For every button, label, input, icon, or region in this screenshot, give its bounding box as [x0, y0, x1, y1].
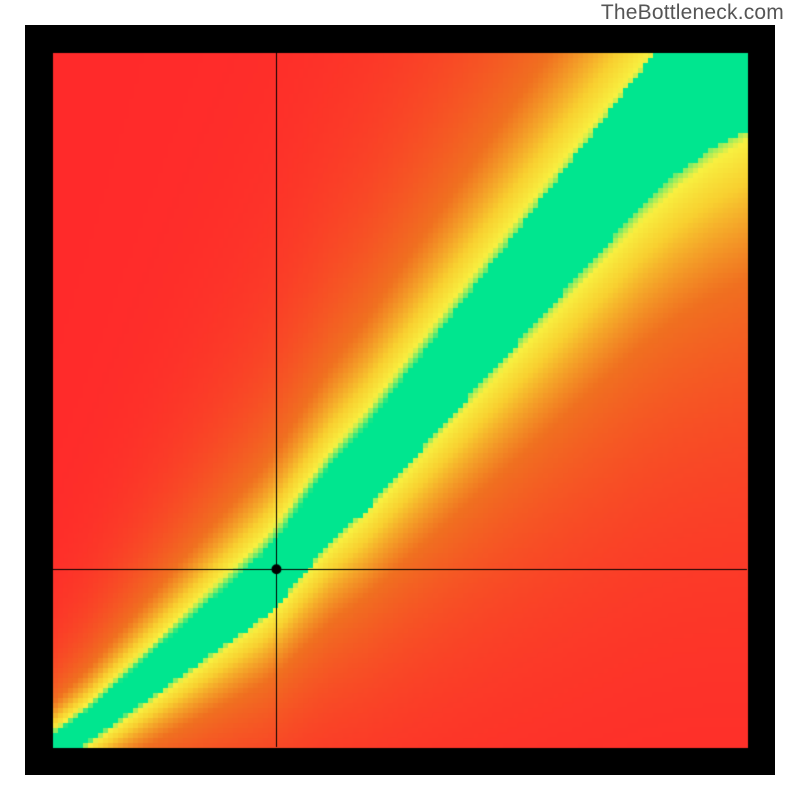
heatmap-canvas — [25, 25, 775, 775]
chart-frame — [25, 25, 775, 775]
attribution-text: TheBottleneck.com — [601, 1, 784, 25]
